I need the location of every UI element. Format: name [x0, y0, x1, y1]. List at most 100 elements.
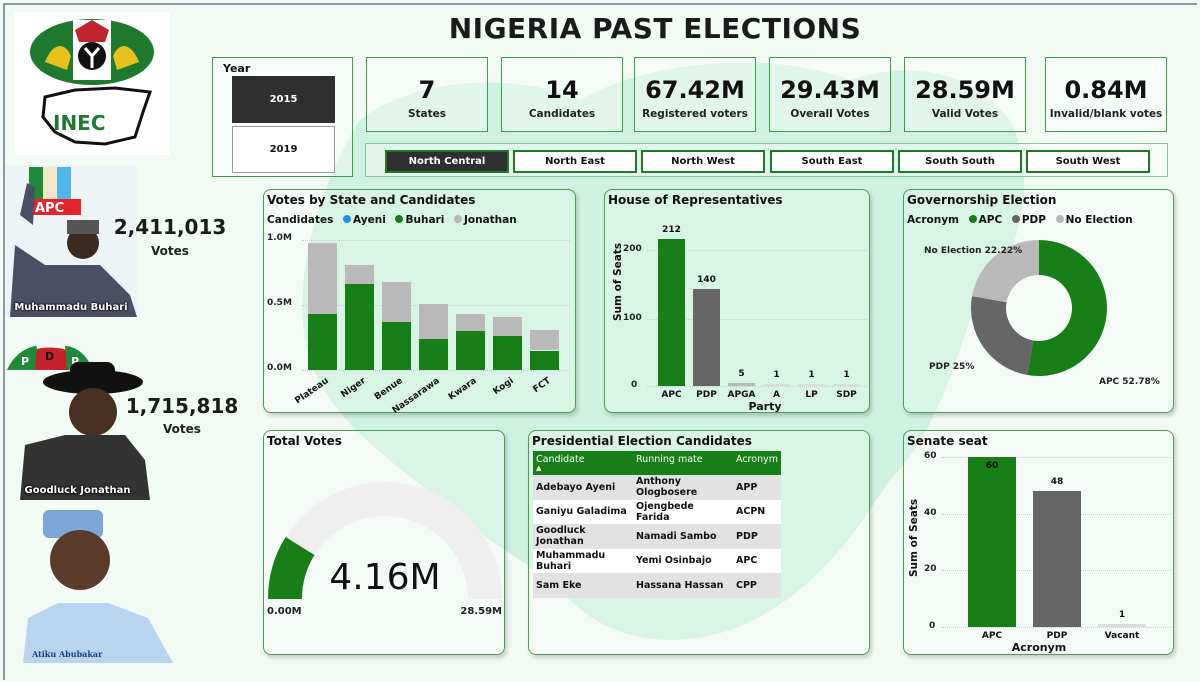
- legend-item[interactable]: Ayeni: [353, 214, 386, 226]
- table-row[interactable]: Adebayo Ayeni Anthony Ologbosere APP: [533, 475, 781, 500]
- region-north-east[interactable]: North East: [513, 150, 637, 173]
- gridline: [942, 627, 1172, 628]
- region-south-east[interactable]: South East: [770, 150, 894, 173]
- presidential-candidates-table: Presidential Election Candidates Candida…: [528, 430, 870, 655]
- kpi-valid-votes: 28.59M Valid Votes: [904, 57, 1026, 132]
- cell-running-mate: Ojengbede Farida: [633, 499, 733, 524]
- y-axis-title: Sum of Seats: [612, 242, 624, 321]
- bar-segment[interactable]: [382, 321, 411, 370]
- kpi-label: Candidates: [528, 108, 596, 120]
- data-label: 1: [808, 370, 815, 380]
- bar-segment[interactable]: [308, 242, 337, 315]
- kpi-registered-voters: 67.42M Registered voters: [634, 57, 756, 132]
- kpi-value: 0.84M: [1064, 76, 1148, 104]
- legend-dot-icon: [453, 215, 462, 223]
- x-tick: APC: [981, 631, 1003, 641]
- bar[interactable]: [1033, 491, 1081, 627]
- candidate-name: Goodluck Jonathan: [24, 485, 131, 496]
- bar[interactable]: [728, 382, 755, 386]
- chart-title: Total Votes: [267, 434, 342, 448]
- bar[interactable]: [833, 384, 860, 386]
- kpi-label: States: [407, 108, 447, 120]
- x-tick: PDP: [1046, 631, 1068, 641]
- legend-item[interactable]: PDP: [1021, 214, 1046, 226]
- legend-item[interactable]: APC: [978, 214, 1003, 226]
- cell-candidate: Muhammadu Buhari: [533, 548, 633, 573]
- region-north-central[interactable]: North Central: [385, 150, 509, 173]
- y-tick: 0.5M: [267, 298, 292, 308]
- year-option-2015[interactable]: 2015: [232, 76, 335, 123]
- table-row[interactable]: Sam Eke Hassana Hassan CPP: [533, 573, 781, 598]
- candidate-photo-jonathan: P D P Goodluck Jonathan: [5, 340, 150, 500]
- cell-acronym: PDP: [733, 524, 781, 549]
- atiku-portrait-icon: [23, 510, 173, 663]
- donut-slice[interactable]: [972, 240, 1039, 303]
- y-tick: 100: [623, 313, 642, 323]
- column-header-running-mate[interactable]: Running mate: [633, 451, 733, 475]
- bar[interactable]: [693, 288, 720, 386]
- bar-segment[interactable]: [308, 314, 337, 370]
- kpi-label: Overall Votes: [790, 108, 870, 120]
- senate-chart: Senate seat Sum of Seats 60 40 20 0 60 AP…: [903, 430, 1174, 655]
- bar-segment[interactable]: [345, 264, 374, 285]
- bar-segment[interactable]: [419, 338, 448, 370]
- column-header-acronym[interactable]: Acronym: [733, 451, 781, 475]
- y-tick: 40: [924, 508, 937, 518]
- candidate-votes-label: Votes: [151, 244, 189, 258]
- y-tick: 0.0M: [267, 363, 292, 373]
- cell-candidate: Ganiyu Galadima: [533, 499, 633, 524]
- chart-title: House of Representatives: [608, 193, 783, 207]
- y-tick: 0: [929, 621, 936, 631]
- year-option-2019[interactable]: 2019: [232, 126, 335, 173]
- bar[interactable]: [763, 384, 790, 386]
- donut-chart[interactable]: [904, 190, 1175, 414]
- bar-segment[interactable]: [419, 303, 448, 339]
- donut-slice[interactable]: [1027, 240, 1107, 376]
- candidate-votes: 2,411,013: [113, 215, 227, 239]
- legend-item[interactable]: No Election: [1065, 214, 1133, 226]
- candidate-votes: 1,715,818: [125, 394, 239, 418]
- bar-segment[interactable]: [345, 284, 374, 370]
- x-tick: SDP: [836, 390, 857, 400]
- data-label: 1: [843, 370, 850, 380]
- legend-dot-icon: [968, 215, 977, 223]
- bar-segment[interactable]: [493, 316, 522, 337]
- bar[interactable]: [1098, 624, 1146, 627]
- table-row[interactable]: Ganiyu Galadima Ojengbede Farida ACPN: [533, 499, 781, 524]
- region-north-west[interactable]: North West: [641, 150, 765, 173]
- candidate-photo-buhari: APC Muhammadu Buhari: [5, 165, 137, 317]
- bar[interactable]: [658, 238, 685, 386]
- year-slicer: Year 2015 2019: [212, 57, 353, 177]
- column-header-candidate[interactable]: Candidate ▲: [533, 451, 633, 475]
- year-slicer-label: Year: [223, 62, 251, 75]
- coat-of-arms-icon: INEC: [30, 19, 154, 146]
- svg-text:INEC: INEC: [53, 111, 106, 135]
- gridline: [647, 386, 867, 387]
- bar[interactable]: [798, 384, 825, 386]
- bar-segment[interactable]: [456, 314, 485, 331]
- kpi-value: 29.43M: [780, 76, 880, 104]
- bar[interactable]: [968, 457, 1016, 627]
- bar-segment[interactable]: [530, 350, 559, 370]
- governorship-chart: Governorship Election Acronym APC PDP No…: [903, 189, 1174, 413]
- bar-segment[interactable]: [493, 336, 522, 370]
- apc-party-logo-icon: APC: [10, 167, 137, 317]
- legend-item[interactable]: Buhari: [405, 214, 445, 226]
- candidates-table: Candidate ▲ Running mate Acronym Adebayo …: [533, 451, 781, 598]
- table-row[interactable]: Goodluck Jonathan Namadi Sambo PDP: [533, 524, 781, 549]
- table-row[interactable]: Muhammadu Buhari Yemi Osinbajo APC: [533, 548, 781, 573]
- legend-item[interactable]: Jonathan: [463, 214, 517, 226]
- slice-label: APC 52.78%: [1099, 377, 1160, 387]
- y-axis-title: Sum of Seats: [908, 498, 920, 577]
- bar-segment[interactable]: [456, 331, 485, 370]
- chart-legend: Candidates Ayeni Buhari Jonathan: [267, 214, 517, 226]
- region-south-west[interactable]: South West: [1026, 150, 1150, 173]
- bar-segment[interactable]: [382, 281, 411, 322]
- legend-title: Acronym: [907, 214, 960, 226]
- bar-segment[interactable]: [530, 329, 559, 351]
- dashboard-frame: [3, 3, 1197, 680]
- region-south-south[interactable]: South South: [898, 150, 1022, 173]
- donut-slice[interactable]: [971, 296, 1034, 375]
- legend-dot-icon: [343, 215, 352, 223]
- page-title: NIGERIA PAST ELECTIONS: [448, 12, 862, 45]
